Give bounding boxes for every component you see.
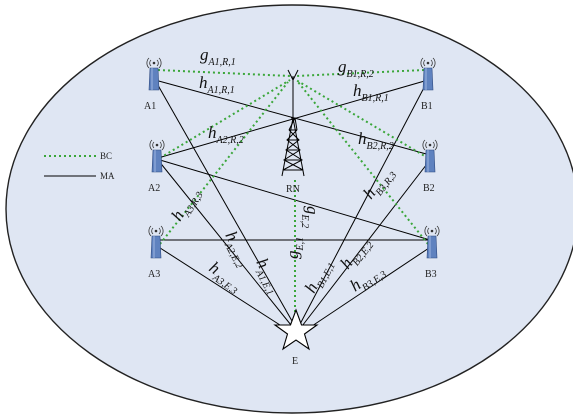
bc-b2-rn — [295, 79, 429, 159]
link-a3-e — [156, 245, 295, 335]
label-g-e-1: gE,1 — [283, 237, 306, 259]
node-label-a3: A3 — [148, 269, 160, 280]
link-b1-e — [297, 79, 429, 329]
eavesdropper-star-icon — [273, 308, 319, 351]
link-b3-e — [299, 245, 433, 335]
node-label-rn: RN — [286, 184, 300, 195]
legend: BC MA — [44, 151, 115, 181]
bc-b1-rn — [295, 69, 425, 77]
node-label-b3: B3 — [425, 269, 437, 280]
label-h-a2-r-2: hA2,R,2 — [208, 123, 244, 146]
bc-links — [157, 69, 429, 322]
label-g-b1-r-2: gB1,R,2 — [338, 57, 374, 80]
node-label-e: E — [292, 356, 298, 367]
node-label-a2: A2 — [148, 183, 160, 194]
bc-a2-rn — [159, 79, 291, 159]
coverage-ellipse — [5, 4, 573, 414]
bc-a1-rn — [157, 69, 291, 77]
link-a1-e — [154, 79, 297, 329]
link-a2-e — [157, 159, 296, 331]
label-g-a1-r-1: gA1,R,1 — [200, 45, 236, 68]
label-h-a1-r-1: hA1,R,1 — [199, 73, 235, 96]
legend-bc-label: BC — [100, 151, 112, 161]
label-g-e-2: gE,2 — [299, 206, 322, 228]
relay-tower-icon — [281, 69, 305, 177]
node-label-b1: B1 — [421, 101, 433, 112]
label-h-b1-r-1: hB1,R,1 — [353, 81, 389, 104]
node-label-a1: A1 — [144, 101, 156, 112]
label-h-b2-r-2: hB2,R,2 — [358, 129, 394, 152]
node-label-b2: B2 — [423, 183, 435, 194]
link-b2-e — [298, 159, 431, 331]
legend-ma-label: MA — [100, 171, 115, 181]
